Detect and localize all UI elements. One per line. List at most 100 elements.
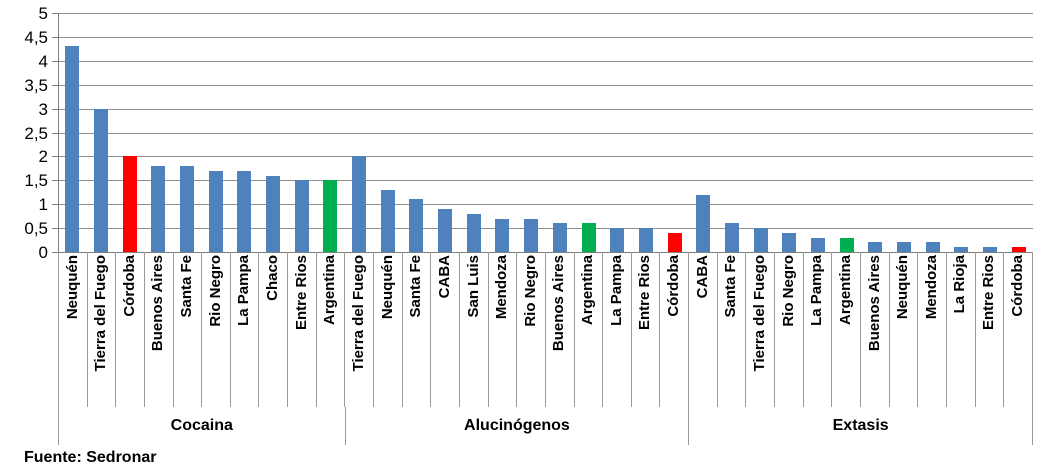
group-label-cell: Extasis (689, 407, 1033, 445)
chart-bar (495, 218, 510, 252)
x-category-label: Córdoba (665, 255, 683, 317)
chart-bar (753, 228, 768, 252)
y-tick-label: 4 (38, 51, 48, 71)
y-tick-label: 2,5 (24, 123, 48, 143)
x-category-cell: Rio Negro (775, 252, 804, 407)
chart-bar (581, 223, 596, 252)
x-category-cell: Buenos Aires (145, 252, 174, 407)
x-category-cell: Córdoba (660, 252, 690, 407)
chart-bar (122, 156, 137, 252)
x-category-label: Santa Fe (178, 255, 196, 318)
x-category-label: Buenos Aires (550, 255, 568, 352)
x-category-label: San Luis (464, 255, 482, 318)
x-category-cell: Buenos Aires (546, 252, 575, 407)
chart-bar (323, 180, 338, 252)
y-tick-mark (52, 156, 58, 158)
chart-bar (94, 108, 108, 252)
plot-area (58, 13, 1033, 252)
x-category-cell: La Pampa (804, 252, 833, 407)
x-category-label: Neuquén (63, 255, 81, 320)
source-note: Fuente: Sedronar (24, 449, 157, 466)
y-tick-label: 0 (38, 243, 48, 262)
y-tick-label: 2 (38, 147, 48, 167)
chart-bar (237, 170, 252, 252)
y-tick-mark (52, 60, 58, 62)
chart-bar (982, 247, 997, 252)
y-tick-label: 4,5 (24, 27, 48, 47)
x-category-label: La Pampa (235, 255, 253, 326)
chart-bar (810, 237, 825, 252)
chart-bar (438, 208, 453, 252)
x-category-label: La Rioja (951, 255, 969, 314)
gridline-y-0,5 (58, 228, 1033, 230)
x-category-cell: Chaco (259, 252, 289, 407)
x-category-label: Rio Negro (521, 255, 539, 327)
x-category-label: Entre Rios (292, 255, 310, 331)
group-label: Alucinógenos (464, 417, 570, 434)
x-category-label: CABA (435, 255, 453, 299)
x-category-cell: Tierra del Fuego (345, 252, 375, 407)
chart-bar (667, 232, 682, 252)
x-category-label: Mendoza (922, 255, 940, 320)
y-tick-mark (52, 228, 58, 230)
x-category-cell: La Pampa (231, 252, 260, 407)
x-category-label: Argentina (836, 255, 854, 326)
x-category-label: Entre Rios (636, 255, 654, 331)
x-category-label: Rio Negro (206, 255, 224, 327)
gridline-y-1 (58, 204, 1033, 206)
x-category-cell: La Pampa (603, 252, 632, 407)
chart-bar (724, 223, 739, 252)
y-tick-mark (52, 180, 58, 182)
bars-layer (58, 13, 1033, 252)
group-label-cell: Alucinógenos (346, 407, 690, 445)
x-category-label: Chaco (264, 255, 282, 301)
chart-bar (1011, 247, 1026, 252)
chart-bar (65, 46, 80, 252)
x-category-cell: Rio Negro (202, 252, 231, 407)
gridline-y-5 (58, 13, 1033, 14)
chart-bar (409, 199, 424, 252)
x-category-cell: La Rioja (947, 252, 976, 407)
chart-bar (696, 194, 711, 252)
x-category-cell: Argentina (832, 252, 861, 407)
x-category-cell: Tierra del Fuego (746, 252, 776, 407)
chart-bar (954, 247, 969, 252)
x-category-label: Tierra del Fuego (92, 255, 110, 372)
x-category-label: Santa Fe (407, 255, 425, 318)
x-category-label: La Pampa (808, 255, 826, 326)
x-category-label: Tierra del Fuego (750, 255, 768, 372)
x-category-label: Neuquén (378, 255, 396, 320)
y-axis-line (58, 13, 59, 252)
x-category-cell: Santa Fe (174, 252, 203, 407)
group-label: Cocaina (170, 417, 233, 434)
x-category-cell: Argentina (317, 252, 346, 407)
x-category-cell: Neuquén (890, 252, 919, 407)
x-category-label: Entre Rios (980, 255, 998, 331)
chart-bar (782, 232, 797, 252)
x-category-label: Buenos Aires (149, 255, 167, 352)
y-tick-mark (52, 252, 58, 253)
x-category-label: Córdoba (120, 255, 138, 317)
x-category-label: La Pampa (607, 255, 625, 326)
chart-bar (294, 180, 309, 252)
x-category-cell: CABA (689, 252, 718, 407)
chart-bar (868, 242, 883, 252)
y-tick-label: 1 (38, 195, 48, 215)
chart-bar (896, 242, 911, 252)
chart-bar (180, 165, 195, 252)
y-tick-label: 0,5 (24, 219, 48, 239)
x-category-label: Argentina (321, 255, 339, 326)
x-category-cell: San Luis (460, 252, 489, 407)
y-tick-label: 5 (38, 4, 48, 23)
x-category-label: Tierra del Fuego (349, 255, 367, 372)
group-label-cell: Cocaina (59, 407, 346, 445)
gridline-y-4 (58, 60, 1033, 62)
chart-bar (352, 156, 367, 252)
y-tick-label: 1,5 (24, 171, 48, 191)
x-category-cell: Neuquén (59, 252, 88, 407)
x-category-cell: Mendoza (918, 252, 947, 407)
x-category-cell: Entre Rios (288, 252, 317, 407)
x-category-label: Argentina (579, 255, 597, 326)
x-category-label: Mendoza (493, 255, 511, 320)
chart-bar (266, 175, 281, 252)
